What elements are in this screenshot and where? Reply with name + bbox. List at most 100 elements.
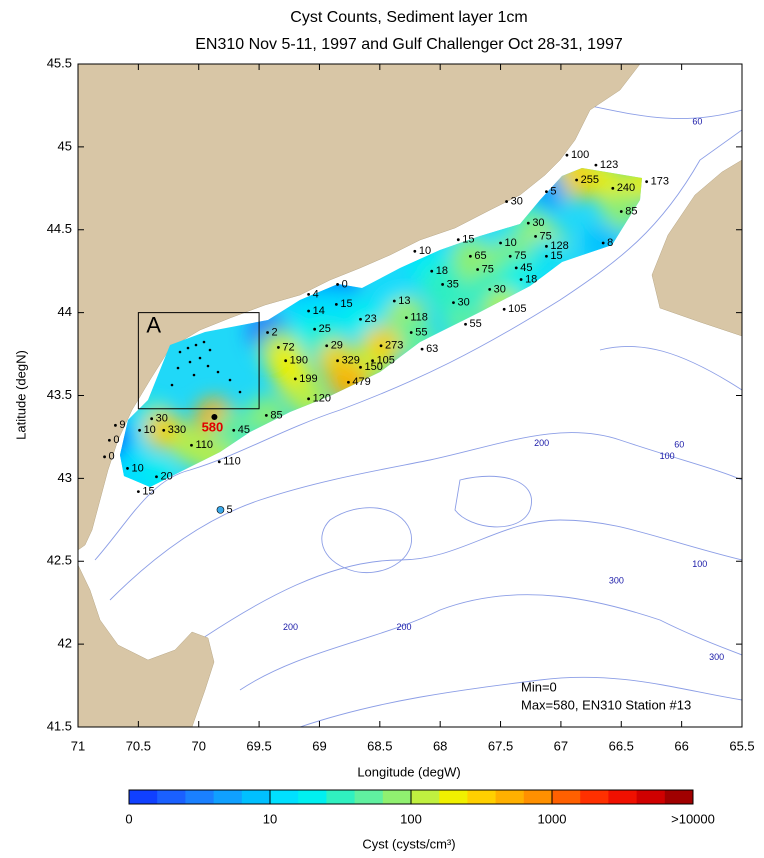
station-dot bbox=[514, 266, 518, 270]
station-label: 30 bbox=[156, 413, 168, 425]
station-label: 120 bbox=[313, 393, 331, 405]
contour bbox=[599, 345, 742, 391]
station-dot bbox=[404, 316, 408, 319]
x-tick-label: 71 bbox=[71, 738, 85, 753]
station-label: 14 bbox=[313, 305, 325, 317]
station-label: 5 bbox=[226, 504, 232, 516]
station-dot bbox=[178, 350, 182, 354]
station-label: 128 bbox=[550, 240, 568, 252]
station-label: 15 bbox=[142, 486, 154, 498]
y-tick-label: 41.5 bbox=[47, 718, 72, 733]
station-dot bbox=[232, 428, 236, 432]
inset-box bbox=[137, 312, 260, 410]
contour-label: 300 bbox=[609, 576, 624, 586]
contour bbox=[239, 594, 742, 691]
station-dot bbox=[488, 288, 492, 291]
station-label: 18 bbox=[525, 273, 537, 285]
station-dot bbox=[371, 359, 374, 363]
station-label: 30 bbox=[511, 195, 523, 207]
station-dot bbox=[188, 360, 192, 364]
station-dot bbox=[264, 413, 268, 417]
y-tick-label: 44.5 bbox=[47, 221, 72, 236]
station-dot bbox=[359, 317, 362, 321]
colorbar-swatch bbox=[185, 790, 215, 804]
x-axis-label: Longitude (degW) bbox=[357, 764, 460, 779]
station-dot bbox=[502, 307, 506, 311]
land-cape-cod bbox=[78, 564, 215, 727]
station-dot bbox=[379, 344, 383, 348]
station-dot bbox=[645, 180, 649, 184]
colorbar-tick-label: 10 bbox=[263, 811, 277, 826]
station-dot bbox=[519, 278, 523, 281]
y-tick-label: 44 bbox=[58, 304, 72, 319]
station-label: 10 bbox=[131, 462, 143, 474]
colorbar-swatch bbox=[382, 790, 412, 804]
contour bbox=[94, 129, 742, 561]
station-dot bbox=[136, 490, 140, 494]
contour-label: 300 bbox=[709, 652, 724, 662]
station-label: 75 bbox=[514, 250, 526, 262]
contour-label: 60 bbox=[692, 116, 702, 126]
station-label: 199 bbox=[299, 373, 317, 385]
station-label: 30 bbox=[494, 283, 506, 295]
station-label: 105 bbox=[508, 303, 526, 315]
station-label: 118 bbox=[410, 312, 428, 324]
colorbar-swatch bbox=[411, 790, 440, 804]
station-label: 0 bbox=[342, 278, 348, 290]
colorbar-label: Cyst (cysts/cm³) bbox=[362, 836, 455, 851]
y-tick-label: 42.5 bbox=[47, 553, 72, 568]
contour-label: 60 bbox=[674, 440, 684, 450]
station-dot bbox=[476, 268, 480, 271]
basemap bbox=[78, 64, 742, 727]
land-maine bbox=[78, 64, 641, 551]
station-dot bbox=[155, 475, 158, 479]
y-tick-label: 43.5 bbox=[47, 387, 72, 402]
station-dot bbox=[170, 383, 174, 387]
contour bbox=[321, 507, 412, 574]
station-dot bbox=[107, 438, 111, 442]
colorbar-tick-label: 1000 bbox=[538, 811, 567, 826]
station-label: 15 bbox=[340, 298, 352, 310]
station-dot bbox=[601, 241, 605, 245]
station-label: 45 bbox=[520, 262, 532, 274]
station-dot bbox=[336, 283, 339, 286]
inset-label: A bbox=[146, 312, 161, 337]
colorbar-swatch bbox=[580, 790, 609, 804]
colorbar-swatch bbox=[552, 790, 581, 804]
station-dot bbox=[228, 378, 232, 382]
station-label: 15 bbox=[462, 234, 474, 246]
x-tick-label: 67 bbox=[554, 738, 568, 753]
colorbar-swatch bbox=[467, 790, 497, 804]
station-label: 240 bbox=[617, 182, 635, 194]
contour-label: 100 bbox=[692, 559, 707, 569]
subtitle: EN310 Nov 5-11, 1997 and Gulf Challenger… bbox=[195, 36, 623, 53]
contour bbox=[454, 475, 532, 528]
station-label: 110 bbox=[195, 439, 213, 451]
station-dot bbox=[284, 359, 288, 363]
annotation: Min=0 bbox=[521, 679, 557, 694]
station-dot bbox=[216, 506, 225, 514]
station-dot bbox=[594, 163, 598, 167]
station-label: 30 bbox=[457, 297, 469, 309]
contour bbox=[109, 432, 742, 601]
station-dot bbox=[334, 302, 338, 306]
station-label: 85 bbox=[270, 409, 282, 421]
colorbar-tick-label: 0 bbox=[125, 811, 132, 826]
station-dot bbox=[534, 234, 537, 238]
station-dot bbox=[313, 327, 317, 331]
station-dot bbox=[430, 269, 434, 273]
station-label: 10 bbox=[419, 245, 431, 257]
colorbar-swatch bbox=[157, 790, 186, 804]
station-label: 30 bbox=[532, 217, 544, 229]
unlabeled-stations bbox=[170, 340, 242, 394]
station-dot bbox=[238, 390, 242, 394]
x-tick-label: 66.5 bbox=[609, 738, 634, 753]
station-dot bbox=[565, 153, 569, 157]
y-axis-label: Latitude (degN) bbox=[13, 350, 28, 440]
station-dot bbox=[208, 348, 212, 352]
station-dot bbox=[468, 254, 472, 258]
contour bbox=[199, 519, 742, 641]
station-dot bbox=[575, 178, 579, 182]
